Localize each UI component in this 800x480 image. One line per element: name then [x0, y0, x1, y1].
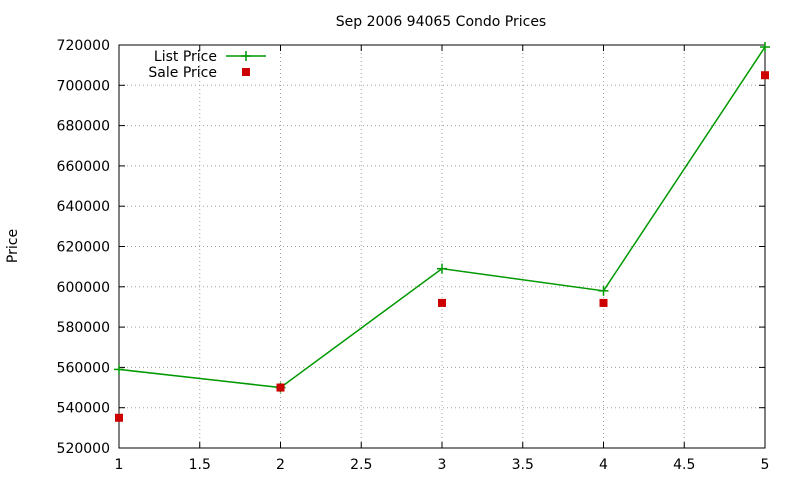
y-tick-label: 560000	[57, 360, 110, 376]
list-price-point	[598, 285, 609, 296]
y-tick-label: 640000	[57, 199, 110, 215]
x-tick-label: 1.5	[189, 457, 211, 473]
y-tick-label: 680000	[57, 119, 110, 135]
y-axis-label: Price	[5, 229, 21, 263]
y-tick-label: 720000	[57, 38, 110, 54]
sale-price-point	[438, 298, 446, 307]
chart-title: Sep 2006 94065 Condo Prices	[336, 14, 546, 30]
y-tick-label: 520000	[57, 441, 110, 457]
sale-price-point	[115, 413, 123, 422]
list-price-point	[437, 263, 447, 274]
y-tick-label: 700000	[57, 78, 110, 94]
y-tick-label: 580000	[57, 320, 110, 336]
sale-price-point	[761, 71, 769, 80]
legend-label-sale-price: Sale Price	[148, 65, 217, 81]
x-tick-label: 2	[276, 457, 285, 473]
legend-sample-layer	[226, 51, 266, 76]
legend-sale-price-marker	[242, 68, 250, 76]
sale-price-point	[599, 298, 608, 307]
legend: List Price Sale Price	[148, 49, 266, 81]
x-tick-label: 3	[438, 457, 447, 473]
tick-labels-layer: 1 1.5 2 2.5 3 3.5 4 4.5 5 520000 540000 560000 58000…	[57, 38, 770, 473]
series-layer	[114, 42, 770, 422]
x-tick-label: 2.5	[350, 457, 372, 473]
y-tick-label: 600000	[57, 280, 110, 296]
x-tick-label: 1	[115, 457, 124, 473]
grid-layer	[119, 45, 765, 448]
legend-list-price-marker	[241, 51, 251, 61]
list-price-point	[114, 364, 124, 375]
y-tick-label: 660000	[57, 159, 110, 175]
legend-label-list-price: List Price	[154, 49, 217, 65]
list-price-point	[760, 42, 770, 53]
x-tick-label: 3.5	[512, 457, 534, 473]
y-tick-label: 620000	[57, 240, 110, 256]
x-tick-label: 5	[761, 457, 770, 473]
y-tick-label: 540000	[57, 401, 110, 417]
x-tick-label: 4	[599, 457, 608, 473]
ticks-layer	[118, 44, 766, 449]
sale-price-point	[276, 383, 285, 392]
x-tick-label: 4.5	[673, 457, 695, 473]
